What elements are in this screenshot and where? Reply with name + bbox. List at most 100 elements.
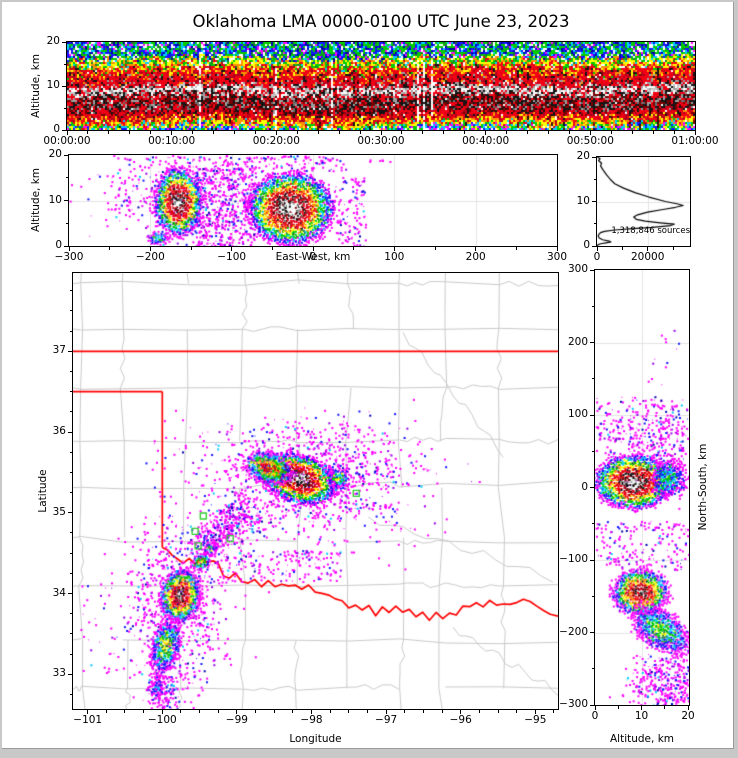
axis-tick xyxy=(547,131,549,134)
axis-tick xyxy=(69,411,72,413)
axis-tick xyxy=(652,131,654,134)
axis-tick xyxy=(591,668,594,670)
axis-tick xyxy=(124,710,126,713)
axis-tick xyxy=(534,710,536,714)
axis-tick xyxy=(296,131,298,134)
tick-label: 0 xyxy=(53,123,60,136)
axis-tick xyxy=(478,710,480,713)
time-height-y-axis-label: Altitude, km xyxy=(30,53,43,119)
axis-tick xyxy=(273,710,275,713)
panel-north-south-cross[interactable] xyxy=(594,269,690,706)
tick-label: 300 xyxy=(567,263,588,276)
axis-tick xyxy=(592,156,596,158)
tick-label: 0 xyxy=(583,239,590,252)
axis-tick xyxy=(594,706,596,710)
axis-tick xyxy=(366,710,368,713)
tick-label: −101 xyxy=(73,714,103,726)
tick-label: 33 xyxy=(52,667,66,680)
tick-label: 34 xyxy=(52,586,66,599)
axis-tick xyxy=(63,63,66,65)
axis-tick xyxy=(213,131,215,134)
axis-tick xyxy=(593,223,596,225)
tick-label: −300 xyxy=(54,251,84,263)
axis-tick xyxy=(68,350,72,352)
map-x-axis-label: Longitude xyxy=(289,733,342,745)
axis-tick xyxy=(592,245,596,247)
axis-tick xyxy=(380,131,382,135)
tick-label: 37 xyxy=(52,344,66,357)
east-west-y-axis-label: Altitude, km xyxy=(30,167,43,233)
axis-tick xyxy=(255,710,257,713)
north-south-x-axis-label: Altitude, km xyxy=(609,733,674,745)
axis-tick xyxy=(317,131,319,134)
north-south-y-axis-label: North-South, km xyxy=(697,443,710,531)
tick-label: 0 xyxy=(581,480,588,493)
axis-tick xyxy=(338,131,340,134)
tick-label: −200 xyxy=(135,251,165,263)
axis-tick xyxy=(271,247,273,250)
axis-tick xyxy=(590,342,594,343)
altitude-histogram-plot[interactable] xyxy=(597,157,690,246)
axis-tick xyxy=(591,523,594,525)
axis-tick xyxy=(631,131,633,134)
axis-tick xyxy=(199,710,201,713)
axis-tick xyxy=(506,131,508,134)
tick-label: 0 xyxy=(309,251,317,263)
plan-view-map-plot[interactable] xyxy=(73,273,558,709)
panel-plan-view-map[interactable] xyxy=(72,272,559,710)
axis-tick xyxy=(527,131,529,134)
axis-tick xyxy=(65,222,68,224)
figure-title: Oklahoma LMA 0000-0100 UTC June 23, 2023 xyxy=(192,12,570,31)
tick-label: 200 xyxy=(465,251,486,263)
axis-tick xyxy=(62,85,66,87)
axis-tick xyxy=(87,131,89,134)
axis-tick xyxy=(556,247,558,251)
north-south-cross-section-plot[interactable] xyxy=(595,270,689,705)
axis-tick xyxy=(385,710,387,714)
axis-tick xyxy=(292,710,294,713)
tick-label: 100 xyxy=(567,408,588,421)
tick-label: 300 xyxy=(546,251,568,263)
panel-altitude-histogram[interactable] xyxy=(596,156,691,247)
axis-tick xyxy=(275,131,277,135)
tick-label: 01:00:00 xyxy=(671,135,719,147)
axis-tick xyxy=(254,131,256,134)
tick-label: 200 xyxy=(567,335,588,348)
source-count-annotation: 1,318,846 sources xyxy=(611,226,690,236)
panel-east-west-cross[interactable] xyxy=(68,154,558,247)
tick-label: −98 xyxy=(300,714,323,726)
axis-tick xyxy=(68,247,70,251)
axis-tick xyxy=(231,247,233,251)
axis-tick xyxy=(190,247,192,250)
axis-tick xyxy=(393,247,395,251)
axis-tick xyxy=(108,131,110,134)
axis-tick xyxy=(69,552,72,554)
panel-time-height[interactable] xyxy=(66,41,696,131)
axis-tick xyxy=(591,450,594,452)
tick-label: 20 xyxy=(681,710,695,722)
axis-tick xyxy=(66,131,68,135)
tick-label: −97 xyxy=(375,714,398,726)
axis-tick xyxy=(641,706,643,710)
tick-label: 20 xyxy=(576,150,590,163)
time-height-plot[interactable] xyxy=(67,42,695,130)
axis-tick xyxy=(590,487,594,488)
axis-tick xyxy=(69,451,72,453)
axis-tick xyxy=(68,512,72,514)
axis-tick xyxy=(589,131,591,135)
tick-label: 00:20:00 xyxy=(252,135,300,147)
east-west-x-axis-label: East-West, km xyxy=(275,251,351,263)
tick-label: −100 xyxy=(217,251,247,263)
axis-tick xyxy=(475,247,477,251)
axis-tick xyxy=(64,154,68,156)
axis-tick xyxy=(62,129,66,131)
tick-label: 100 xyxy=(384,251,405,263)
east-west-cross-section-plot[interactable] xyxy=(69,155,557,246)
axis-tick xyxy=(460,710,462,714)
axis-tick xyxy=(401,131,403,134)
axis-tick xyxy=(348,710,350,713)
axis-tick xyxy=(621,247,623,250)
axis-tick xyxy=(434,247,436,250)
axis-tick xyxy=(590,559,594,561)
axis-tick xyxy=(359,131,361,134)
